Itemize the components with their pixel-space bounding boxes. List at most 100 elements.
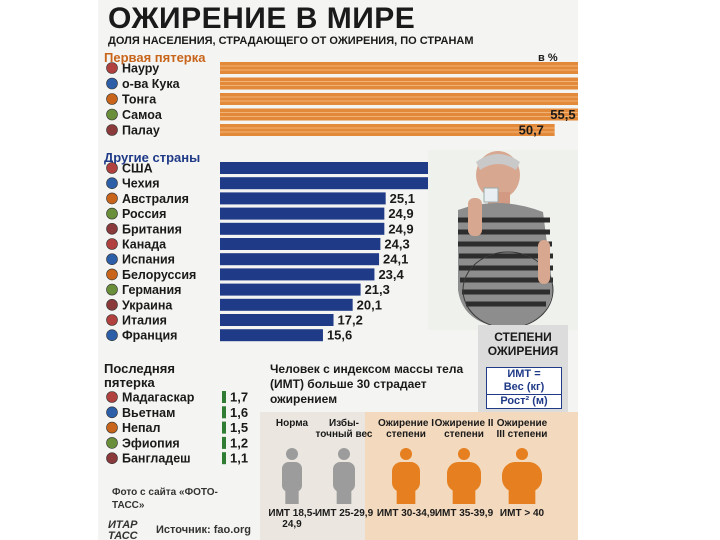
flag-icon (106, 391, 118, 403)
bar (222, 391, 226, 403)
category-label: Тонга (122, 93, 157, 107)
category-label: о-ва Кука (122, 77, 181, 91)
category-label: Франция (122, 329, 177, 343)
flag-icon (106, 62, 118, 74)
flag-icon (106, 298, 118, 311)
value-label: 24,1 (383, 252, 408, 267)
value-label: 50,7 (519, 123, 544, 138)
value-label: 24,9 (388, 206, 413, 221)
category-label: Испания (122, 253, 175, 267)
bar-chart: Науру71,1о-ва Кука64,1Тонга59,6Самоа55,5… (106, 62, 578, 466)
category-label: Британия (122, 222, 182, 236)
flag-icon (106, 421, 118, 434)
bmi-formula-weight: Вес (кг) (487, 381, 561, 395)
flag-icon (106, 452, 118, 465)
value-label: 20,1 (357, 297, 382, 312)
photo-credit: Фото с сайта «ФОТО-ТАСС» (112, 487, 218, 511)
bar (220, 177, 430, 190)
bmi-category-range: ИМТ > 40 (499, 508, 545, 519)
bmi-category-range: ИМТ 18,5-24,9 (268, 508, 316, 530)
bmi-figures (282, 412, 578, 540)
person-figure-icon (282, 448, 302, 504)
bar (220, 329, 323, 342)
flag-icon (106, 108, 118, 121)
value-label: 15,6 (327, 328, 352, 343)
person-figure-icon (502, 448, 542, 504)
chart-subtitle: ДОЛЯ НАСЕЛЕНИЯ, СТРАДАЮЩЕГО ОТ ОЖИРЕНИЯ,… (108, 35, 474, 47)
flag-icon (106, 406, 118, 419)
category-label: Германия (122, 283, 181, 297)
bmi-category-name: Норма (275, 418, 309, 429)
flag-icon (106, 253, 118, 266)
person-figure-icon (447, 448, 481, 504)
bmi-category-name: Ожирение II степени (434, 418, 494, 440)
section-bottom-five: Последняя пятерка (104, 362, 194, 390)
category-label: Науру (122, 62, 159, 76)
category-label: Непал (122, 421, 160, 435)
unit-label: в % (538, 52, 558, 64)
flag-icon (106, 314, 118, 326)
value-label: 55,5 (550, 107, 575, 122)
bmi-formula: ИМТ = Вес (кг) Рост² (м) (486, 367, 562, 409)
bmi-category-range: ИМТ 35-39,9 (434, 508, 494, 519)
flag-icon (106, 238, 118, 250)
infographic: ОЖИРЕНИЕ В МИРЕ ДОЛЯ НАСЕЛЕНИЯ, СТРАДАЮЩ… (98, 0, 578, 540)
flag-icon (106, 223, 118, 235)
bar (222, 406, 226, 419)
category-label: Вьетнам (122, 406, 175, 420)
bmi-formula-height: Рост² (м) (500, 395, 548, 407)
flag-icon (106, 329, 118, 342)
value-label: 1,6 (230, 405, 248, 420)
category-label: Италия (122, 314, 167, 328)
category-label: США (122, 162, 153, 176)
value-label: 59,6 (577, 92, 578, 107)
flag-icon (106, 162, 118, 174)
section-other-countries: Другие страны (104, 150, 201, 165)
section-bottom-label: Последняя пятерка (104, 361, 175, 390)
category-label: Канада (122, 238, 167, 252)
value-label: 21,3 (365, 282, 390, 297)
category-label: Палау (122, 124, 160, 138)
person-figure-icon (333, 448, 355, 504)
category-label: Бангладеш (122, 452, 191, 466)
chart-title: ОЖИРЕНИЕ В МИРЕ (108, 2, 416, 35)
category-label: Австралия (122, 192, 189, 206)
flag-icon (106, 124, 118, 136)
bar (220, 298, 353, 311)
flag-icon (106, 207, 118, 220)
bar (220, 207, 385, 220)
bmi-description: Человек с индексом массы тела (ИМТ) боль… (270, 362, 464, 406)
bmi-degrees-heading: СТЕПЕНИ ОЖИРЕНИЯ (487, 330, 559, 358)
bar (222, 421, 226, 434)
bmi-category-range: ИМТ 25-29,9 (314, 508, 374, 519)
person-figure-icon (392, 448, 420, 504)
value-label: 24,3 (384, 237, 409, 252)
flag-icon (106, 268, 118, 281)
category-label: Самоа (122, 108, 163, 122)
flag-icon (106, 93, 118, 105)
source-note: Источник: fao.org (156, 524, 252, 536)
bar (222, 436, 226, 449)
bar (220, 162, 437, 174)
value-label: 17,2 (338, 313, 363, 328)
flag-icon (106, 77, 118, 90)
bar (220, 253, 380, 266)
flag-icon (106, 192, 118, 205)
bar (220, 222, 385, 235)
bar (220, 93, 578, 105)
category-label: Россия (122, 207, 166, 221)
category-label: Белоруссия (122, 268, 196, 282)
category-label: Эфиопия (122, 436, 180, 450)
bar (220, 77, 578, 90)
bmi-figures-panel (260, 412, 578, 540)
bar (222, 452, 226, 465)
bar (220, 192, 386, 205)
section-top-five: Первая пятерка (104, 50, 206, 65)
bmi-category-name: Ожирение III степени (496, 418, 548, 440)
value-label: 24,9 (388, 221, 413, 236)
bmi-category-name: Избы-точный вес (315, 418, 373, 440)
value-label: 1,7 (230, 390, 248, 405)
bar (220, 108, 578, 121)
bar (220, 314, 334, 326)
bmi-formula-top: ИМТ = (507, 368, 541, 380)
